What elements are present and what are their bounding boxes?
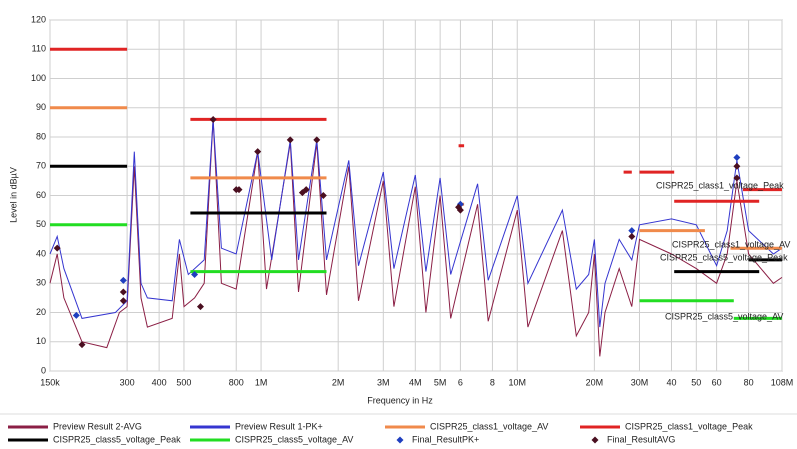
data-point — [733, 153, 741, 161]
x-tick-label: 40 — [666, 377, 676, 387]
x-tick-label: 30M — [631, 377, 649, 387]
x-tick-label: 5M — [434, 377, 447, 387]
trace-line — [49, 119, 783, 328]
x-tick-label: 6 — [458, 377, 463, 387]
legend-marker — [396, 436, 404, 444]
legend-label: Final_ResultAVG — [607, 434, 675, 444]
y-tick-label: 100 — [31, 73, 46, 83]
x-tick-label: 60 — [712, 377, 722, 387]
x-tick-label: 400 — [152, 377, 167, 387]
data-point — [628, 227, 636, 235]
annotation: CISPR25_class1_voltage_AV — [672, 239, 790, 249]
x-tick-label: 108M — [771, 377, 794, 387]
x-tick-label: 150k — [40, 377, 60, 387]
data-point — [456, 206, 464, 214]
y-tick-label: 20 — [36, 307, 46, 317]
legend-label: CISPR25_class1_voltage_Peak — [625, 421, 753, 431]
x-tick-label: 8 — [490, 377, 495, 387]
x-tick-label: 3M — [377, 377, 390, 387]
x-tick-label: 2M — [332, 377, 345, 387]
data-point — [313, 136, 321, 144]
limit-line — [50, 164, 782, 274]
data-point — [628, 232, 636, 240]
data-point — [254, 148, 262, 156]
data-point — [191, 270, 199, 278]
x-tick-label: 80 — [744, 377, 754, 387]
limit-line — [50, 223, 782, 320]
legend-marker — [591, 436, 599, 444]
data-point — [209, 115, 217, 123]
x-axis-title: Frequency in Hz — [367, 395, 433, 405]
x-tick-label: 1M — [255, 377, 268, 387]
legend-label: Preview Result 1-PK+ — [235, 421, 323, 431]
y-tick-label: 110 — [32, 44, 46, 54]
data-point — [733, 162, 741, 170]
y-tick-label: 0 — [41, 365, 46, 375]
x-tick-label: 300 — [120, 377, 135, 387]
y-tick-label: 50 — [36, 219, 46, 229]
data-point — [72, 311, 80, 319]
x-tick-label: 10M — [508, 377, 526, 387]
x-tick-label: 20M — [586, 377, 604, 387]
x-tick-label: 500 — [176, 377, 191, 387]
y-tick-label: 70 — [36, 161, 46, 171]
y-tick-label: 10 — [36, 336, 46, 346]
legend-label: CISPR25_class1_voltage_AV — [430, 421, 548, 431]
y-tick-label: 90 — [36, 102, 46, 112]
legend-label: Preview Result 2-AVG — [53, 421, 142, 431]
x-tick-label: 50 — [691, 377, 701, 387]
data-point — [119, 297, 127, 305]
legend-label: CISPR25_class5_voltage_AV — [235, 434, 353, 444]
trace-line — [49, 119, 783, 357]
y-tick-label: 80 — [36, 131, 46, 141]
y-tick-label: 120 — [31, 14, 46, 24]
x-tick-label: 800 — [229, 377, 244, 387]
y-axis-title: Level in dBµV — [8, 167, 18, 223]
annotation: CISPR25_class5_voltage_Peak — [660, 252, 788, 262]
y-tick-label: 60 — [36, 190, 46, 200]
y-tick-label: 30 — [36, 278, 46, 288]
annotation: CISPR25_class5_voltage_AV — [665, 311, 783, 321]
data-point — [302, 186, 310, 194]
data-point — [298, 189, 306, 197]
x-tick-label: 4M — [409, 377, 422, 387]
data-point — [319, 192, 327, 199]
data-point — [235, 186, 243, 194]
data-point — [733, 174, 741, 182]
data-point — [78, 341, 86, 349]
data-point — [53, 244, 61, 252]
data-point — [286, 136, 294, 144]
y-tick-label: 40 — [36, 248, 46, 258]
data-point — [119, 288, 127, 296]
limit-line — [50, 47, 782, 203]
data-point — [196, 303, 204, 311]
annotation: CISPR25_class1_voltage_Peak — [656, 180, 784, 190]
legend-label: CISPR25_class5_voltage_Peak — [53, 434, 181, 444]
data-point — [119, 276, 127, 284]
legend-label: Final_ResultPK+ — [412, 434, 479, 444]
